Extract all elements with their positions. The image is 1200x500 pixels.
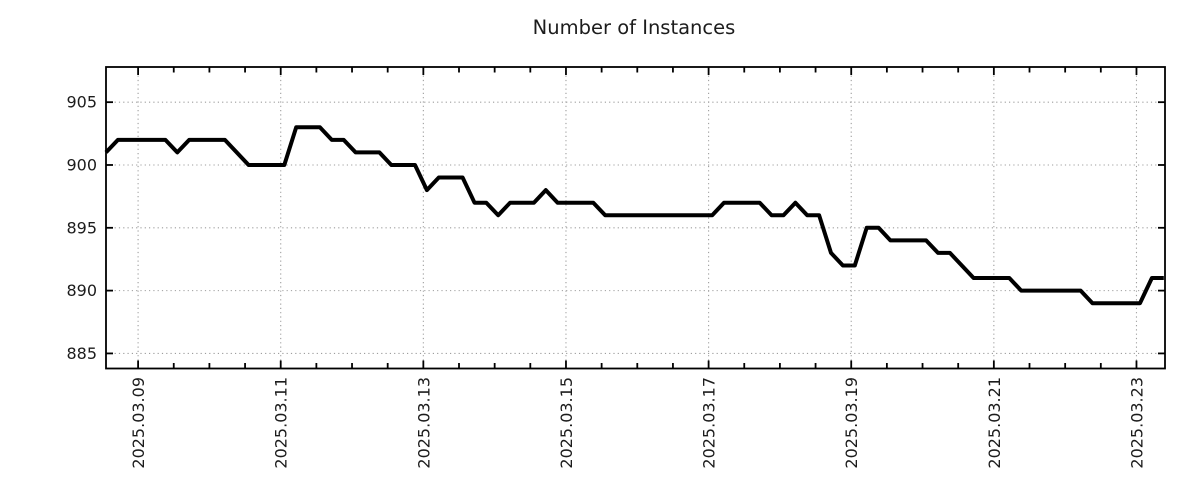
x-tick-label: 2025.03.17: [700, 377, 719, 469]
x-tick-label: 2025.03.19: [842, 377, 861, 469]
x-tick-label: 2025.03.11: [272, 377, 291, 469]
y-tick-label: 890: [66, 281, 97, 300]
x-tick-label: 2025.03.15: [557, 377, 576, 469]
axis-layer: [105, 66, 1166, 370]
label-layer: 885 890 895 900 905 2025.03.09 2025.03.11 2025.…: [66, 93, 1146, 469]
grid-layer: [106, 67, 1165, 369]
y-tick-label: 885: [66, 344, 97, 363]
x-tick-label: 2025.03.13: [414, 377, 433, 469]
series-line-instances: [104, 125, 1164, 306]
y-tick-label: 900: [66, 155, 97, 174]
x-tick-label: 2025.03.09: [129, 377, 148, 469]
x-tick-label: 2025.03.23: [1127, 377, 1146, 469]
y-tick-label: 895: [66, 218, 97, 237]
plot-border: [105, 66, 1166, 370]
y-tick-label: 905: [66, 93, 97, 112]
chart-title: Number of Instances: [533, 16, 736, 39]
x-tick-label: 2025.03.21: [985, 377, 1004, 469]
series-layer: [104, 125, 1164, 306]
